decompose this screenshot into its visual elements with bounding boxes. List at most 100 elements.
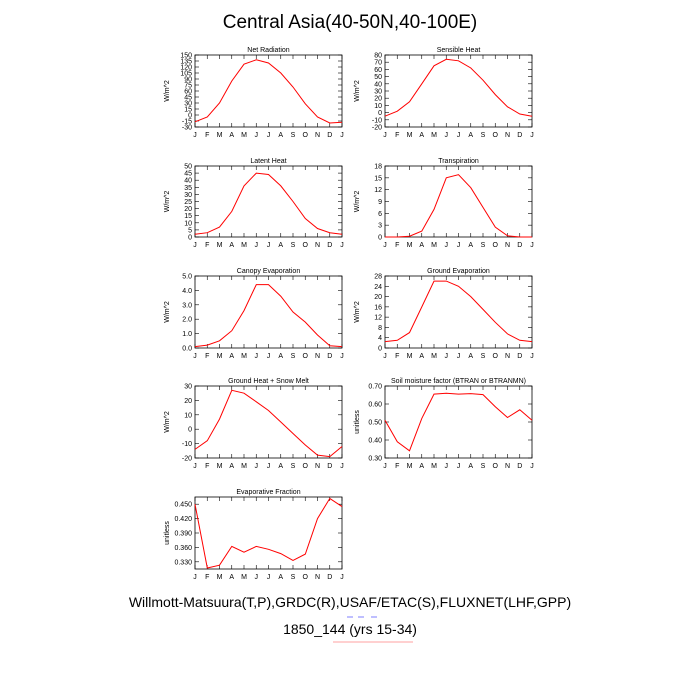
y-tick-label: 0.390 [174,531,192,538]
x-tick-label: M [241,353,247,360]
y-tick-label: -10 [182,441,192,448]
y-tick-label: 10 [184,412,192,419]
y-tick-label: 20 [374,294,382,301]
x-tick-label: A [468,353,473,360]
y-tick-label: 0.0 [182,346,192,353]
x-tick-label: A [419,353,424,360]
figure-title: Central Asia(40-50N,40-100E) [222,12,478,33]
x-tick-label: M [407,242,413,249]
y-axis-label: W/m^2 [354,191,361,213]
x-tick-label: J [530,463,534,470]
y-axis-label: W/m^2 [164,301,171,323]
y-tick-label: 0 [378,110,382,117]
panel-title: Ground Heat + Snow Melt [228,378,309,385]
x-tick-label: A [278,132,283,139]
y-tick-label: 6 [378,211,382,218]
x-tick-label: J [445,132,449,139]
x-tick-label: J [530,353,534,360]
x-tick-label: M [431,463,437,470]
x-tick-label: J [267,463,271,470]
y-tick-label: 0.50 [368,420,382,427]
y-tick-label: 105 [180,71,192,78]
y-tick-label: 0.40 [368,438,382,445]
chart-panel: Net Radiation W/m^2 -30-150153045607590105… [164,47,344,139]
x-tick-label: O [303,574,309,581]
y-tick-label: 0.420 [174,516,192,523]
y-axis-label: unitless [164,521,171,545]
x-tick-label: F [205,353,209,360]
y-tick-label: 28 [374,274,382,281]
x-tick-label: F [205,574,209,581]
x-tick-label: M [407,353,413,360]
y-tick-label: 12 [374,315,382,322]
x-tick-label: A [278,574,283,581]
x-tick-label: N [505,242,510,249]
y-tick-label: 3 [378,223,382,230]
y-tick-label: 20 [374,96,382,103]
y-tick-label: 135 [180,59,192,66]
x-tick-label: S [481,132,486,139]
x-tick-label: N [505,463,510,470]
x-tick-label: O [493,242,499,249]
series-line [194,284,343,348]
x-tick-label: M [407,132,413,139]
x-tick-label: J [445,463,449,470]
y-tick-label: -15 [182,119,192,126]
x-tick-label: O [303,463,309,470]
x-tick-label: S [291,353,296,360]
y-axis-label: unitless [354,410,361,434]
y-tick-label: 3.0 [182,302,192,309]
x-tick-label: M [217,463,223,470]
y-tick-label: 80 [374,53,382,60]
y-tick-label: 120 [180,65,192,72]
chart-panel: Ground Heat + Snow Melt W/m^2 -20 -10 0 10 20 3… [164,378,344,470]
x-tick-label: A [278,242,283,249]
x-tick-label: S [481,242,486,249]
y-tick-label: 0.360 [174,545,192,552]
panel-title: Ground Evaporation [427,268,490,275]
x-tick-label: N [315,463,320,470]
y-tick-label: 0 [188,113,192,120]
y-tick-label: 45 [184,171,192,178]
y-tick-label: 0 [188,427,192,434]
plot-frame [384,385,533,459]
x-tick-label: J [255,132,259,139]
footer-sources: Willmott-Matsuura(T,P),GRDC(R),USAF/ETAC… [128,594,572,610]
x-tick-label: J [530,242,534,249]
x-tick-label: J [340,353,344,360]
x-tick-label: J [383,353,387,360]
x-tick-label: M [217,574,223,581]
y-tick-label: 75 [184,83,192,90]
chart-panel: Soil moisture factor (BTRAN or BTRANMN) u… [354,378,534,470]
y-tick-label: 0.60 [368,402,382,409]
x-tick-label: D [327,574,332,581]
x-tick-label: F [395,132,399,139]
y-tick-label: 16 [374,304,382,311]
y-tick-label: 5.0 [182,274,192,281]
y-tick-label: 2.0 [182,317,192,324]
x-tick-label: J [340,463,344,470]
series-line [384,58,533,117]
y-tick-label: 12 [374,187,382,194]
x-tick-label: D [327,353,332,360]
x-tick-label: O [493,132,499,139]
x-tick-label: M [241,574,247,581]
y-tick-label: 40 [374,81,382,88]
x-tick-label: J [267,574,271,581]
plot-frame [384,54,533,128]
x-tick-label: J [193,463,197,470]
x-tick-label: A [278,463,283,470]
x-tick-label: S [291,463,296,470]
chart-panel: Canopy Evaporation W/m^2 0.0 1.0 2.0 3.0 4.0 5.… [164,268,344,360]
panel-title: Soil moisture factor (BTRAN or BTRANMN) [391,378,526,385]
x-tick-label: F [205,242,209,249]
panel-title: Sensible Heat [437,47,481,54]
y-tick-label: 15 [184,107,192,114]
panel-title: Transpiration [438,158,479,165]
panel-title: Canopy Evaporation [237,268,301,275]
x-tick-label: O [493,353,499,360]
x-tick-label: J [255,353,259,360]
y-tick-label: 50 [374,74,382,81]
plot-frame [384,165,533,238]
